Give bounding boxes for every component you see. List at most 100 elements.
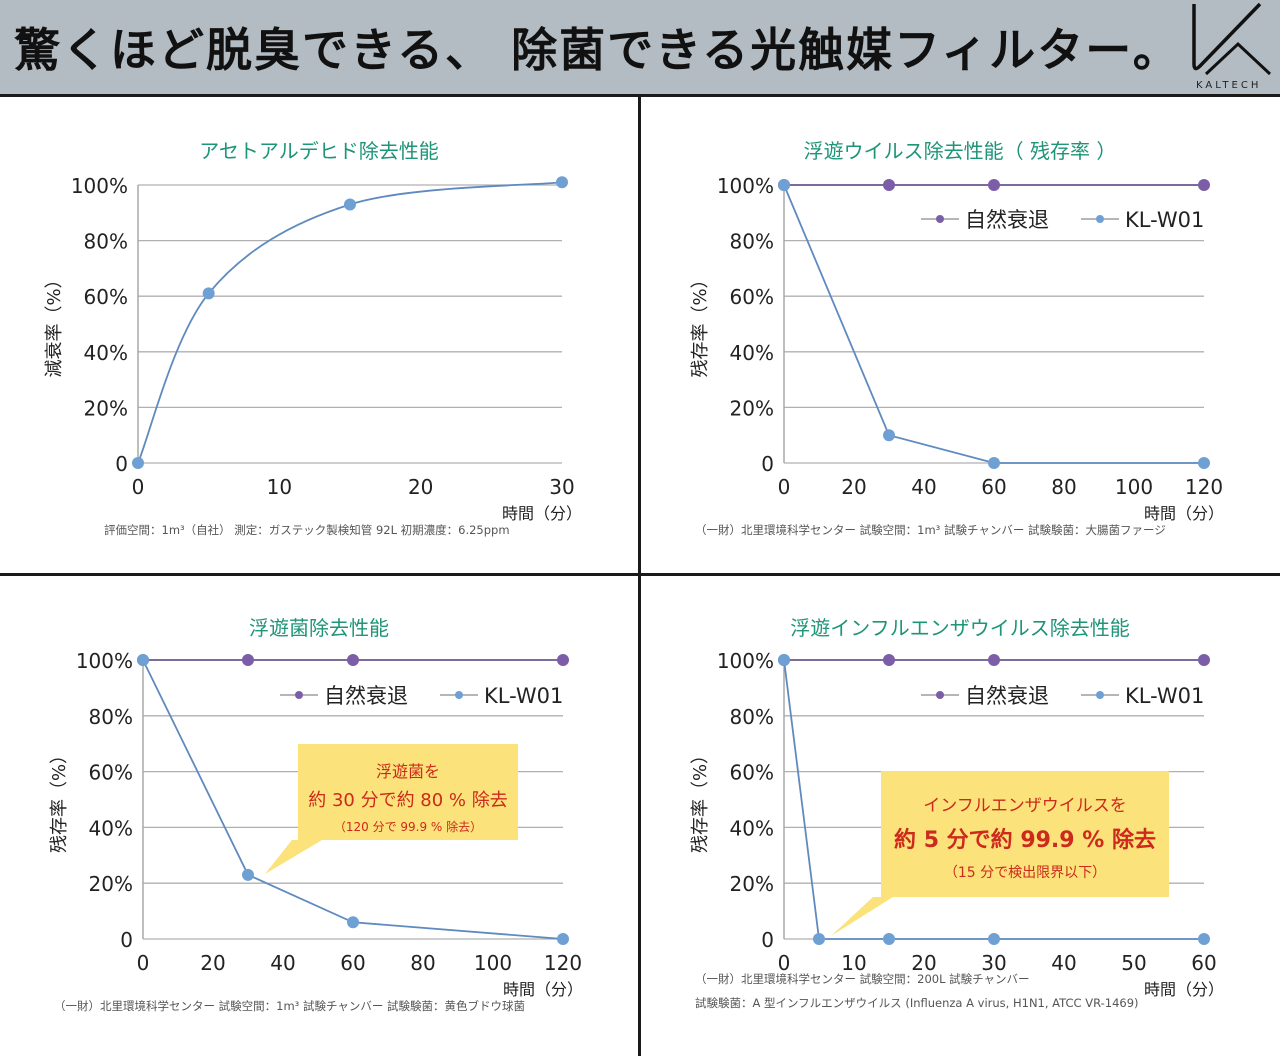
callout-line2: 約 30 分で約 80 % 除去 — [308, 790, 508, 811]
callout-line1: 浮遊菌を — [375, 762, 440, 781]
y-tick-label: 100% — [71, 174, 128, 198]
x-tick-label: 30 — [981, 951, 1006, 975]
data-point-natural-decay — [242, 654, 254, 666]
chart-note: （一財）北里環境科学センター 試験空間：1m³ 試験チャンバー 試験験菌：大腸菌… — [695, 523, 1166, 537]
y-tick-label: 40% — [730, 816, 774, 840]
x-tick-label: 0 — [778, 951, 791, 975]
y-tick-label: 80% — [730, 705, 774, 729]
chart-panel-airborne-virus: 浮遊ウイルス除去性能（ 残存率 ） 0 20% 40% 60% 80% 100% 0 20 40… — [641, 97, 1279, 573]
y-tick-label: 60% — [730, 285, 774, 309]
data-point-natural-decay — [1198, 654, 1210, 666]
y-tick-label: 100% — [717, 174, 774, 198]
x-tick-label: 60 — [981, 475, 1006, 499]
callout-pointer — [265, 840, 322, 874]
legend-marker — [455, 691, 463, 699]
callout-line3: （15 分で検出限界以下） — [943, 865, 1107, 881]
chart-panel-influenza: 浮遊インフルエンザウイルス除去性能 0 20% 40% 60% 80% 100% 0 10 20… — [641, 576, 1279, 1052]
x-tick-label: 10 — [267, 475, 292, 499]
x-tick-label: 0 — [137, 951, 150, 975]
data-point-kl-w01 — [778, 179, 790, 191]
y-tick-label: 20% — [730, 872, 774, 896]
legend-label: KL-W01 — [484, 684, 563, 708]
data-point-kl-w01 — [344, 198, 356, 211]
callout-line3: （120 分で 99.9 % 除去） — [333, 820, 483, 834]
series-line-kl-w01 — [783, 184, 1204, 464]
y-tick-label: 40% — [730, 341, 774, 365]
data-point-natural-decay — [988, 179, 1000, 191]
series-line-kl-w01 — [137, 181, 563, 464]
y-tick-label: 100% — [717, 649, 774, 673]
chart-note: （一財）北里環境科学センター 試験空間：200L 試験チャンバー — [695, 972, 1030, 986]
data-point-kl-w01 — [988, 933, 1000, 945]
legend-label: 自然衰退 — [965, 208, 1049, 232]
x-tick-label: 120 — [1185, 475, 1223, 499]
brand-text: KALTECH — [1196, 80, 1262, 91]
x-tick-label: 0 — [132, 475, 145, 499]
chart-note-2: 試験験菌：A 型インフルエンザウイルス (Influenza A virus, … — [695, 996, 1139, 1010]
kaltech-logo-icon — [1192, 2, 1272, 76]
chart-note: （一財）北里環境科学センター 試験空間：1m³ 試験チャンバー 試験験菌：黄色ブ… — [54, 999, 525, 1013]
legend-label: KL-W01 — [1125, 684, 1204, 708]
x-tick-label: 30 — [549, 475, 574, 499]
y-tick-label: 60% — [89, 761, 133, 785]
x-axis-label: 時間（分） — [1144, 980, 1224, 999]
y-tick-label: 80% — [89, 705, 133, 729]
data-point-natural-decay — [557, 654, 569, 666]
y-tick-label: 60% — [730, 761, 774, 785]
data-point-natural-decay — [883, 654, 895, 666]
series-line-kl-w01 — [142, 659, 564, 940]
data-point-kl-w01 — [557, 933, 569, 945]
header-divider — [0, 94, 1280, 97]
legend-marker — [1096, 215, 1104, 223]
data-point-kl-w01 — [778, 654, 790, 666]
x-tick-label: 60 — [1191, 951, 1216, 975]
data-point-kl-w01 — [556, 176, 568, 189]
vertical-divider — [638, 97, 641, 1056]
legend-label: KL-W01 — [1125, 208, 1204, 232]
horizontal-divider — [0, 573, 1280, 576]
data-point-kl-w01 — [132, 457, 144, 469]
data-point-kl-w01 — [202, 287, 215, 300]
chart-note: 評価空間：1m³（自社） 測定：ガステック製検知管 92L 初期濃度：6.25p… — [104, 523, 510, 537]
x-tick-label: 40 — [911, 475, 936, 499]
x-tick-label: 50 — [1121, 951, 1146, 975]
x-tick-label: 80 — [1051, 475, 1076, 499]
chart-airborne-bacteria: 0 20% 40% 60% 80% 100% 0 20 40 60 80 100 120 時間（分） 残存率… — [49, 649, 583, 999]
y-axis-label: 減衰率（%） — [44, 270, 65, 377]
data-point-kl-w01 — [1198, 933, 1210, 945]
x-tick-label: 80 — [410, 951, 435, 975]
chart-title: 浮遊菌除去性能 — [249, 616, 389, 640]
headline: 驚くほど脱臭できる、 除菌できる光触媒フィルター。 — [14, 23, 1181, 77]
y-tick-label: 40% — [89, 816, 133, 840]
x-tick-label: 100 — [1115, 475, 1153, 499]
x-tick-label: 0 — [778, 475, 791, 499]
data-point-kl-w01 — [242, 868, 254, 881]
legend-marker — [295, 691, 303, 699]
legend-label: 自然衰退 — [324, 684, 408, 708]
x-tick-label: 20 — [841, 475, 866, 499]
data-point-kl-w01 — [1198, 457, 1210, 469]
y-tick-label: 0 — [120, 928, 133, 952]
x-axis-label: 時間（分） — [1144, 504, 1224, 523]
data-point-kl-w01 — [883, 933, 895, 945]
data-point-natural-decay — [347, 654, 359, 666]
callout-box: 浮遊菌を 約 30 分で約 80 % 除去 （120 分で 99.9 % 除去） — [298, 744, 518, 840]
y-tick-label: 0 — [761, 928, 774, 952]
x-tick-label: 40 — [270, 951, 295, 975]
x-tick-label: 40 — [1051, 951, 1076, 975]
data-point-kl-w01 — [988, 457, 1000, 469]
y-tick-label: 60% — [84, 285, 128, 309]
x-tick-label: 20 — [408, 475, 433, 499]
y-tick-label: 0 — [115, 452, 128, 476]
y-tick-label: 20% — [730, 396, 774, 420]
callout-line1: インフルエンザウイルスを — [923, 796, 1127, 816]
legend-marker — [936, 215, 944, 223]
y-tick-label: 40% — [84, 341, 128, 365]
chart-title: 浮遊インフルエンザウイルス除去性能 — [790, 616, 1130, 640]
y-tick-label: 20% — [89, 872, 133, 896]
legend-marker — [936, 691, 944, 699]
chart-title: 浮遊ウイルス除去性能（ 残存率 ） — [803, 139, 1117, 163]
chart-title: アセトアルデヒド除去性能 — [199, 139, 439, 163]
data-point-kl-w01 — [813, 933, 825, 945]
chart-airborne-virus: 0 20% 40% 60% 80% 100% 0 20 40 60 80 100 120 時間（分） 残存率… — [690, 174, 1224, 523]
